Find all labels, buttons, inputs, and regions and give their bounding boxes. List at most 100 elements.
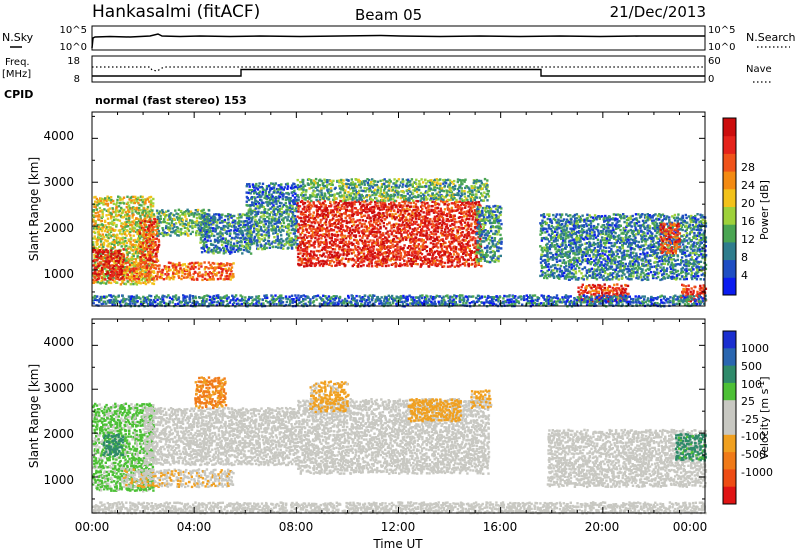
power-cell	[157, 240, 161, 243]
power-cell	[296, 178, 299, 182]
power-cell	[278, 221, 281, 224]
power-cell	[117, 205, 121, 208]
power-cell	[218, 251, 221, 254]
power-cell	[113, 243, 116, 247]
power-cell	[112, 210, 115, 214]
power-cell	[280, 207, 283, 210]
power-cell	[304, 213, 307, 217]
power-cell	[116, 214, 119, 217]
power-cell	[96, 273, 99, 276]
power-cell	[92, 264, 95, 267]
power-cell	[156, 220, 159, 223]
power-cell	[370, 181, 373, 184]
power-cell	[206, 278, 209, 281]
power-cell	[103, 256, 107, 259]
power-cell	[216, 245, 219, 249]
power-cell	[460, 250, 463, 253]
power-cell	[120, 256, 124, 259]
power-cell	[223, 241, 226, 244]
power-cell	[237, 233, 240, 236]
power-cell	[148, 239, 151, 242]
power-cell	[371, 198, 374, 202]
power-cell	[151, 278, 154, 281]
power-cell	[120, 254, 124, 258]
power-cell	[395, 240, 399, 244]
power-cell	[191, 212, 194, 215]
power-cell	[408, 253, 411, 256]
power-cell	[272, 217, 275, 220]
power-cell	[357, 192, 360, 195]
power-cell	[298, 188, 301, 191]
power-cell	[129, 257, 132, 261]
power-cell	[409, 263, 412, 266]
power-cell	[92, 241, 95, 244]
power-cell	[411, 223, 414, 226]
power-cell	[356, 219, 359, 222]
power-cell	[150, 223, 154, 227]
power-cell	[276, 225, 280, 228]
power-cell	[421, 204, 424, 207]
power-cell	[228, 222, 232, 226]
power-cell	[257, 231, 260, 234]
power-cell	[164, 214, 168, 217]
power-cell	[357, 227, 361, 230]
power-cell	[304, 234, 307, 237]
power-cell	[102, 263, 105, 266]
power-cell	[181, 221, 184, 224]
power-cell	[149, 248, 152, 251]
power-cell	[280, 210, 283, 214]
power-cell	[135, 248, 139, 251]
power-cell	[293, 228, 297, 231]
power-cell	[234, 222, 237, 225]
power-cell	[164, 226, 168, 230]
power-cell	[127, 219, 131, 223]
power-cell	[111, 242, 114, 245]
power-cell	[119, 283, 123, 286]
power-cell	[244, 236, 247, 239]
power-cell	[287, 225, 290, 228]
power-cell	[214, 230, 217, 233]
power-cell	[291, 210, 295, 214]
power-cell	[412, 208, 415, 212]
power-cell	[258, 192, 261, 195]
power-cell	[411, 262, 415, 265]
power-cell	[216, 236, 220, 240]
power-cell	[325, 207, 328, 210]
power-cell	[114, 210, 117, 214]
power-cell	[101, 237, 104, 241]
power-cell	[101, 215, 104, 218]
power-cell	[115, 201, 119, 204]
power-cell	[199, 238, 203, 241]
power-cell	[122, 253, 125, 257]
power-cell	[324, 204, 327, 207]
power-cell	[452, 253, 456, 256]
power-cell	[220, 243, 224, 246]
power-cell	[279, 195, 282, 199]
power-cell	[119, 265, 123, 268]
power-cell	[221, 234, 224, 237]
power-cell	[94, 272, 97, 275]
power-cell	[375, 183, 379, 187]
power-cell	[198, 221, 201, 224]
power-cell	[410, 219, 414, 222]
power-cell	[314, 262, 318, 265]
power-cell	[109, 196, 113, 199]
power-cell	[362, 203, 365, 206]
power-cell	[458, 200, 462, 203]
power-cell	[336, 234, 340, 237]
power-cell	[192, 213, 196, 217]
power-cell	[410, 257, 413, 261]
power-cell	[298, 257, 302, 260]
power-cell	[192, 264, 196, 267]
power-cell	[160, 276, 163, 280]
power-cell	[327, 188, 330, 191]
power-cell	[174, 229, 177, 232]
power-cell	[382, 232, 385, 235]
power-cell	[389, 239, 393, 242]
power-cell	[246, 224, 249, 227]
power-cell	[179, 223, 182, 226]
power-cell	[182, 263, 185, 266]
power-cell	[144, 241, 147, 244]
power-cell	[122, 243, 126, 246]
power-cell	[192, 221, 196, 224]
